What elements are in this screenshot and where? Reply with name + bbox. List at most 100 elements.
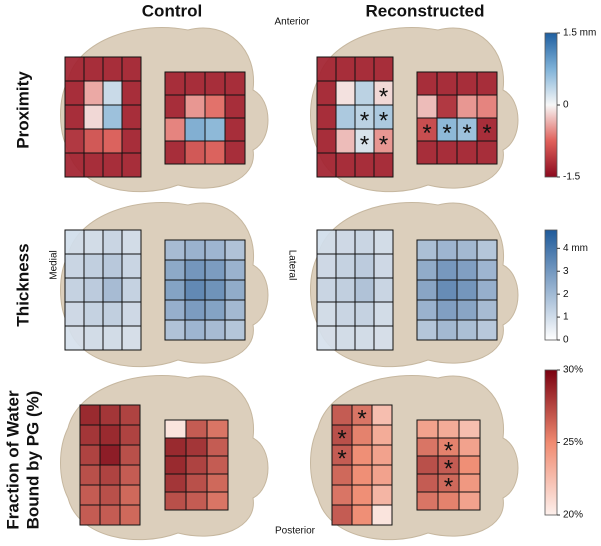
heatmap-cell <box>119 464 141 486</box>
heatmap-cell <box>204 299 226 321</box>
heatmap-cell <box>185 491 208 511</box>
colorbar <box>544 369 558 516</box>
heatmap-cell <box>371 484 393 506</box>
colorbar-tick-label: -1.5 <box>563 172 581 183</box>
significance-marker: * <box>482 120 491 147</box>
heatmap-cell <box>331 504 353 526</box>
heatmap-cell <box>354 56 375 82</box>
heatmap-cell <box>416 239 438 261</box>
heatmap-cell <box>119 504 141 526</box>
heatmap-cell <box>164 279 186 301</box>
heatmap-cell <box>456 279 478 301</box>
heatmap-cell <box>456 259 478 281</box>
heatmap-cell <box>206 473 229 493</box>
heatmap-cell <box>458 437 481 457</box>
heatmap-cell <box>121 152 142 178</box>
heatmap-cell <box>354 325 375 351</box>
colorbar-tick-label: 2 <box>563 289 569 300</box>
heatmap-cell <box>335 325 356 351</box>
heatmap-cell <box>373 253 394 279</box>
heatmap-cell <box>79 464 101 486</box>
significance-marker: * <box>379 131 388 158</box>
significance-marker: * <box>442 120 451 147</box>
heatmap-cell <box>335 80 356 106</box>
heatmap-cell <box>184 239 206 261</box>
heatmap-cell <box>204 71 226 96</box>
heatmap-cell <box>224 279 246 301</box>
heatmap-cell <box>83 56 104 82</box>
heatmap-cell <box>458 473 481 493</box>
heatmap-cell <box>83 104 104 130</box>
heatmap-cell <box>64 152 85 178</box>
heatmap-cell <box>316 301 337 327</box>
heatmap-cell <box>351 464 373 486</box>
heatmap-cell <box>164 239 186 261</box>
heatmap-cell <box>416 491 439 511</box>
heatmap-cell <box>102 301 123 327</box>
heatmap-cell <box>354 253 375 279</box>
heatmap-cell <box>335 253 356 279</box>
heatmap-cell <box>119 404 141 426</box>
heatmap-cell <box>64 128 85 154</box>
heatmap-cell <box>119 424 141 446</box>
heatmap-cell <box>476 140 498 165</box>
heatmap-cell <box>224 94 246 119</box>
heatmap-cell <box>335 277 356 303</box>
column-title: Reconstructed <box>365 1 484 20</box>
heatmap-cell <box>99 484 121 506</box>
heatmap-cell <box>458 455 481 475</box>
heatmap-cell <box>458 491 481 511</box>
heatmap-cell <box>416 419 439 439</box>
significance-marker: * <box>444 473 453 500</box>
heatmap-cell <box>316 253 337 279</box>
heatmap-cell <box>371 404 393 426</box>
heatmap-cell <box>184 299 206 321</box>
row-label: Fraction of Water <box>3 390 22 530</box>
heatmap-cell <box>416 259 438 281</box>
heatmap-cell <box>79 444 101 466</box>
heatmap-cell <box>335 152 356 178</box>
significance-marker: * <box>360 107 369 134</box>
heatmap-cell <box>64 104 85 130</box>
heatmap-cell <box>204 239 226 261</box>
heatmap-cell <box>83 80 104 106</box>
heatmap-cell <box>121 104 142 130</box>
heatmap-cell <box>121 253 142 279</box>
colorbar-tick-label: 3 <box>563 266 569 277</box>
heatmap-cell <box>185 455 208 475</box>
heatmap-cell <box>121 80 142 106</box>
heatmap-cell <box>316 104 337 130</box>
heatmap-cell <box>316 128 337 154</box>
heatmap-cell <box>476 71 498 96</box>
heatmap-cell <box>224 71 246 96</box>
heatmap-cell <box>335 104 356 130</box>
heatmap-cell <box>184 94 206 119</box>
significance-marker: * <box>360 131 369 158</box>
colorbar-tick-label: 30% <box>563 365 583 376</box>
heatmap-cell <box>64 56 85 82</box>
heatmap-cell <box>102 277 123 303</box>
heatmap-cell <box>83 152 104 178</box>
heatmap-cell <box>224 259 246 281</box>
heatmap-cell <box>64 277 85 303</box>
heatmap-cell <box>458 419 481 439</box>
colorbar <box>544 229 558 341</box>
colorbar-tick-label: 4 mm <box>563 243 588 254</box>
heatmap-cell <box>184 259 206 281</box>
heatmap-cell <box>185 437 208 457</box>
heatmap-cell <box>184 117 206 142</box>
heatmap-cell <box>436 299 458 321</box>
heatmap-cell <box>102 229 123 255</box>
heatmap-cell <box>335 301 356 327</box>
heatmap-cell <box>316 80 337 106</box>
heatmap-cell <box>121 229 142 255</box>
heatmap-cell <box>64 80 85 106</box>
heatmap-cell <box>476 259 498 281</box>
heatmap-cell <box>79 484 101 506</box>
heatmap-cell <box>436 71 458 96</box>
heatmap-cell <box>416 94 438 119</box>
heatmap-cell <box>316 325 337 351</box>
heatmap-cell <box>164 437 187 457</box>
heatmap-cell <box>224 239 246 261</box>
heatmap-cell <box>476 299 498 321</box>
